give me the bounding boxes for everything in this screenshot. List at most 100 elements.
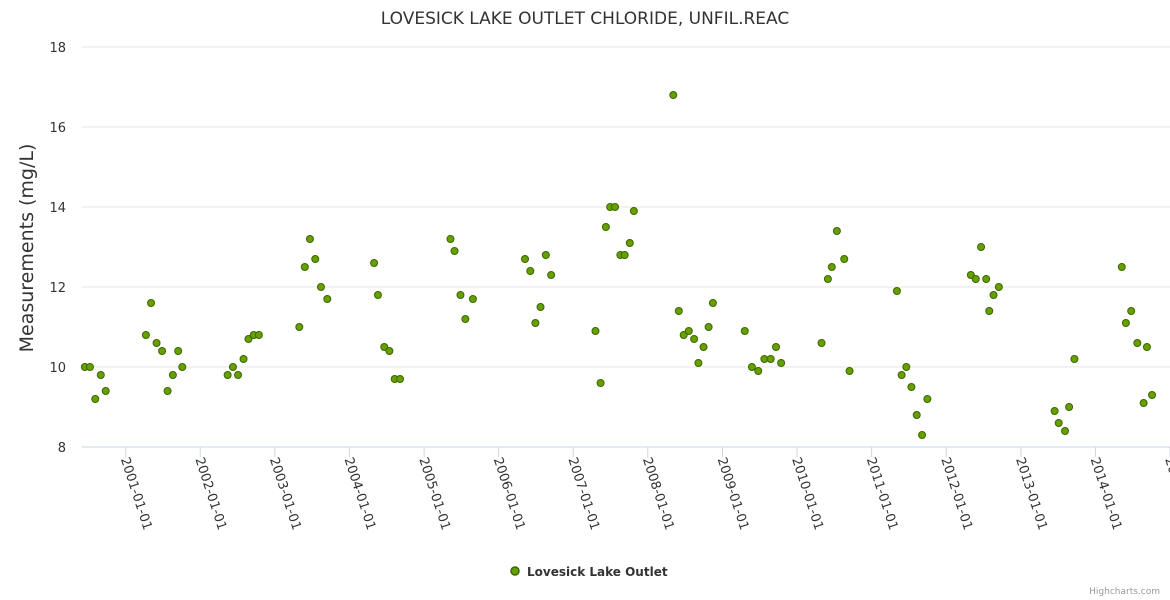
data-point[interactable] (985, 307, 994, 315)
data-point[interactable] (152, 339, 161, 347)
data-point[interactable] (629, 207, 638, 215)
data-point[interactable] (305, 235, 314, 243)
data-point[interactable] (690, 335, 699, 343)
data-point[interactable] (300, 263, 309, 271)
data-point[interactable] (994, 283, 1003, 291)
data-point[interactable] (1139, 399, 1148, 407)
data-point[interactable] (977, 243, 986, 251)
data-point[interactable] (468, 295, 477, 303)
data-point[interactable] (754, 367, 763, 375)
data-point[interactable] (1127, 307, 1136, 315)
data-point[interactable] (101, 387, 110, 395)
data-point[interactable] (766, 355, 775, 363)
grid (82, 46, 1170, 368)
data-point[interactable] (902, 363, 911, 371)
data-point[interactable] (316, 283, 325, 291)
data-point[interactable] (989, 291, 998, 299)
credits-link[interactable]: Highcharts.com (1089, 587, 1160, 597)
data-point[interactable] (982, 275, 991, 283)
data-point[interactable] (1054, 419, 1063, 427)
data-point[interactable] (897, 371, 906, 379)
data-point[interactable] (912, 411, 921, 419)
data-point[interactable] (295, 323, 304, 331)
data-point[interactable] (1133, 339, 1142, 347)
data-point[interactable] (370, 259, 379, 267)
data-point[interactable] (223, 371, 232, 379)
data-point[interactable] (141, 331, 150, 339)
data-point[interactable] (1070, 355, 1079, 363)
data-point[interactable] (239, 355, 248, 363)
x-tick-label: 2015-01-01 (1161, 456, 1170, 532)
data-point[interactable] (694, 359, 703, 367)
data-point[interactable] (684, 327, 693, 335)
data-point[interactable] (840, 255, 849, 263)
data-point[interactable] (1121, 319, 1130, 327)
y-tick-label: 18 (49, 41, 66, 56)
data-point[interactable] (446, 235, 455, 243)
data-point[interactable] (892, 287, 901, 295)
data-point[interactable] (174, 347, 183, 355)
data-point[interactable] (168, 371, 177, 379)
data-point[interactable] (845, 367, 854, 375)
data-point[interactable] (158, 347, 167, 355)
data-point[interactable] (461, 315, 470, 323)
data-point[interactable] (669, 91, 678, 99)
data-point[interactable] (1117, 263, 1126, 271)
data-point[interactable] (531, 319, 540, 327)
legend-item-label[interactable]: Lovesick Lake Outlet (527, 565, 668, 579)
data-point[interactable] (541, 251, 550, 259)
data-point[interactable] (918, 431, 927, 439)
data-point[interactable] (708, 299, 717, 307)
data-point[interactable] (611, 203, 620, 211)
data-point[interactable] (601, 223, 610, 231)
data-point[interactable] (740, 327, 749, 335)
data-point[interactable] (254, 331, 263, 339)
data-point[interactable] (1148, 391, 1157, 399)
data-point[interactable] (380, 343, 389, 351)
data-point[interactable] (823, 275, 832, 283)
data-point[interactable] (526, 267, 535, 275)
data-point[interactable] (323, 295, 332, 303)
data-point[interactable] (91, 395, 100, 403)
data-point[interactable] (923, 395, 932, 403)
data-point[interactable] (591, 327, 600, 335)
data-point[interactable] (625, 239, 634, 247)
data-point[interactable] (704, 323, 713, 331)
data-point[interactable] (96, 371, 105, 379)
data-point[interactable] (234, 371, 243, 379)
data-point[interactable] (1065, 403, 1074, 411)
x-tick-label: 2007-01-01 (564, 456, 602, 532)
data-point[interactable] (596, 379, 605, 387)
data-point[interactable] (777, 359, 786, 367)
data-point[interactable] (971, 275, 980, 283)
data-point[interactable] (178, 363, 187, 371)
data-point[interactable] (456, 291, 465, 299)
data-point[interactable] (674, 307, 683, 315)
data-point[interactable] (521, 255, 530, 263)
data-point[interactable] (1061, 427, 1070, 435)
data-point[interactable] (85, 363, 94, 371)
data-point[interactable] (679, 331, 688, 339)
data-point[interactable] (244, 335, 253, 343)
legend[interactable]: Lovesick Lake Outlet (510, 565, 668, 579)
data-point[interactable] (396, 375, 405, 383)
data-point[interactable] (147, 299, 156, 307)
data-point[interactable] (817, 339, 826, 347)
data-point[interactable] (311, 255, 320, 263)
data-point[interactable] (907, 383, 916, 391)
data-point[interactable] (450, 247, 459, 255)
data-point[interactable] (373, 291, 382, 299)
data-point[interactable] (385, 347, 394, 355)
data-point[interactable] (547, 271, 556, 279)
data-point[interactable] (228, 363, 237, 371)
data-point[interactable] (827, 263, 836, 271)
data-point[interactable] (620, 251, 629, 259)
data-point[interactable] (536, 303, 545, 311)
data-point[interactable] (1050, 407, 1059, 415)
data-point[interactable] (832, 227, 841, 235)
data-point[interactable] (1142, 343, 1151, 351)
data-point[interactable] (747, 363, 756, 371)
data-point[interactable] (163, 387, 172, 395)
data-point[interactable] (772, 343, 781, 351)
data-point[interactable] (699, 343, 708, 351)
